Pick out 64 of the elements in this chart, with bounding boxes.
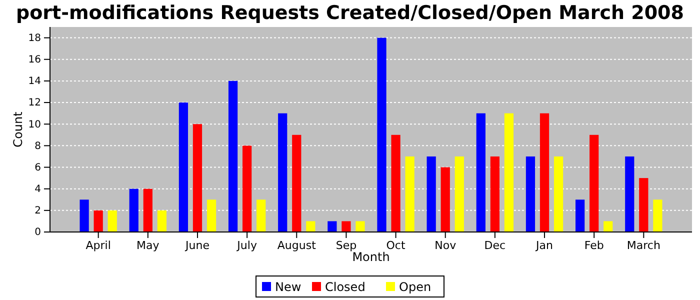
x-axis-title: Month	[352, 250, 390, 264]
bar	[590, 134, 599, 232]
bar	[639, 178, 648, 232]
bar	[377, 38, 386, 232]
bar	[426, 156, 436, 232]
x-tick-label: Jan	[535, 238, 554, 252]
chart-title: port-modifications Requests Created/Closed/Open March 2008	[16, 2, 684, 24]
x-tick-label: Nov	[434, 238, 457, 252]
bar	[440, 167, 450, 232]
bar	[306, 221, 316, 232]
bar	[143, 188, 152, 232]
bar	[108, 210, 117, 232]
bar	[653, 200, 662, 232]
bar	[526, 156, 536, 232]
bar	[504, 113, 514, 232]
x-tick-label: Dec	[484, 238, 506, 252]
x-tick-label: March	[626, 238, 660, 252]
y-axis-title: Count	[11, 111, 25, 148]
bar	[391, 134, 400, 232]
x-tick-label: Feb	[584, 238, 604, 252]
x-tick-label: August	[277, 238, 317, 252]
y-tick-label: 12	[28, 98, 41, 109]
bar	[356, 221, 365, 232]
bar	[256, 200, 266, 232]
y-tick-label: 8	[34, 140, 41, 152]
x-tick-label: July	[236, 238, 258, 252]
bar	[342, 221, 351, 232]
y-tick-label: 18	[28, 32, 41, 44]
bar	[554, 156, 564, 232]
bar	[604, 221, 613, 232]
bar	[94, 210, 103, 232]
bar	[576, 200, 585, 232]
bar	[242, 146, 252, 232]
x-tick-label: Sep	[336, 238, 357, 252]
bar	[292, 134, 302, 232]
bar	[278, 113, 288, 232]
bar	[228, 80, 238, 232]
bar	[206, 200, 216, 232]
bar	[157, 210, 166, 232]
bar	[405, 156, 414, 232]
bar	[490, 156, 500, 232]
bar	[540, 113, 550, 232]
legend-label: Open	[399, 280, 432, 294]
bar	[328, 221, 337, 232]
y-tick-label: 6	[34, 162, 41, 174]
x-tick-label: May	[136, 238, 160, 252]
bar	[129, 188, 138, 232]
bar	[625, 156, 634, 232]
bar	[476, 113, 486, 232]
legend-label: New	[275, 280, 302, 294]
x-tick-label: April	[86, 238, 111, 252]
y-tick-label: 16	[28, 54, 41, 66]
bar	[454, 156, 464, 232]
y-tick-label: 2	[34, 206, 41, 217]
bar	[178, 102, 188, 232]
bar	[192, 124, 202, 232]
legend-label: Closed	[325, 280, 366, 294]
y-tick-label: 0	[34, 227, 41, 238]
bar	[80, 200, 89, 232]
y-tick-label: 4	[34, 184, 41, 196]
x-tick-label: June	[184, 238, 210, 252]
y-tick-label: 14	[28, 76, 41, 88]
y-tick-label: 10	[28, 119, 41, 130]
x-tick-label: Oct	[386, 238, 406, 252]
